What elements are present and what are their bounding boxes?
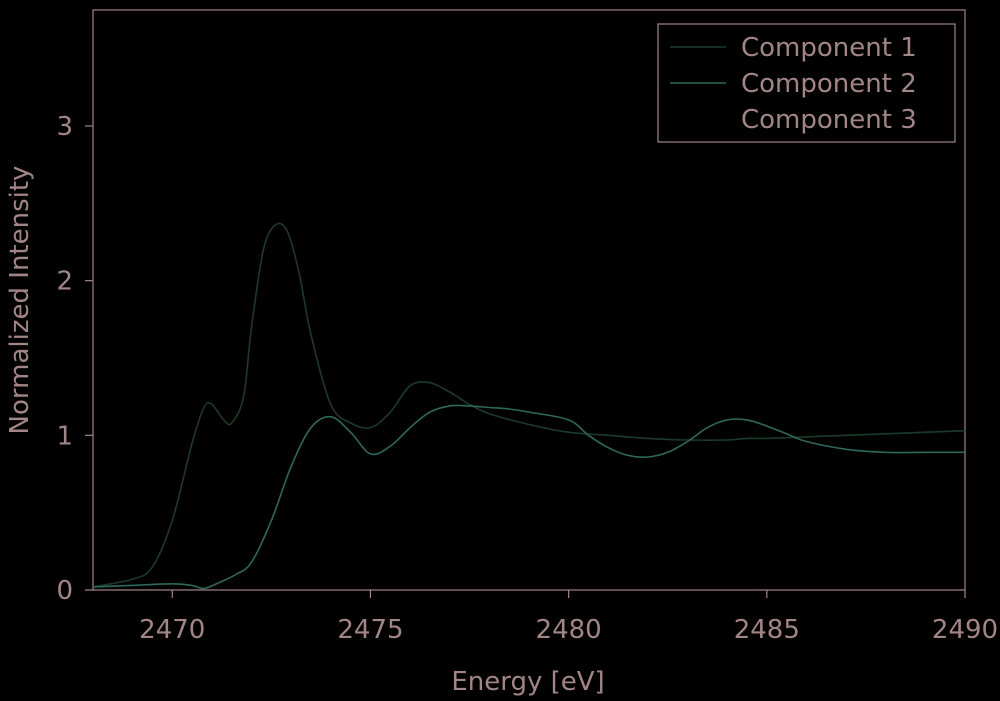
legend-label-1: Component 1 (741, 33, 917, 63)
x-tick-label: 2485 (734, 615, 800, 645)
x-tick-label: 2480 (536, 615, 602, 645)
series-line-1 (92, 222, 966, 588)
legend: Component 1 Component 2 Component 3 (657, 23, 956, 143)
x-axis-label: Energy [eV] (451, 667, 604, 697)
legend-label-2: Component 2 (741, 69, 917, 99)
y-tick-label: 3 (56, 112, 73, 142)
plot-frame (92, 9, 966, 591)
x-tick-label: 2475 (337, 615, 403, 645)
y-tick-label: 0 (56, 576, 73, 606)
x-tick-label: 2490 (932, 615, 998, 645)
y-tick-label: 1 (56, 421, 73, 451)
x-tick-label: 2470 (139, 615, 205, 645)
legend-label-3: Component 3 (741, 105, 917, 135)
y-tick-label: 2 (56, 267, 73, 297)
y-axis-label: Normalized Intensity (5, 166, 35, 435)
series-line-2 (92, 404, 965, 590)
